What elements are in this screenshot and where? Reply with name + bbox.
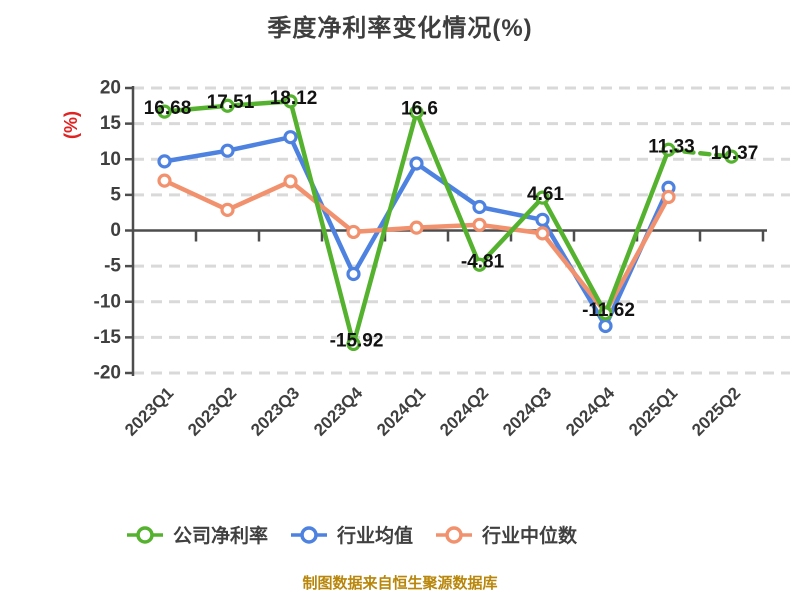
- point-company-net-margin-2024Q2[interactable]: [472, 257, 487, 272]
- legend-marker-industry-average-icon: [291, 525, 328, 544]
- point-company-net-margin-2023Q3[interactable]: [283, 94, 298, 109]
- data-source-note: 制图数据来自恒生聚源数据库: [302, 575, 498, 592]
- point-industry-average-2023Q3[interactable]: [283, 130, 298, 145]
- x-axis-label-2025Q2: 2025Q2: [688, 383, 744, 439]
- point-company-net-margin-2025Q2[interactable]: [724, 149, 739, 164]
- y-tick-label--10: -10: [94, 291, 121, 312]
- point-industry-median-2023Q2[interactable]: [220, 202, 235, 217]
- point-industry-average-2024Q2[interactable]: [472, 199, 487, 215]
- legend-label-industry-median: 行业中位数: [482, 526, 578, 547]
- legend-item-industry-median[interactable]: 行业中位数: [435, 521, 577, 548]
- point-industry-median-2023Q3[interactable]: [283, 174, 298, 189]
- legend-label-industry-average: 行业均值: [337, 526, 414, 547]
- data-label-company-net-margin-2025Q2: 10.37: [711, 143, 759, 164]
- y-tick-label--20: -20: [94, 363, 121, 384]
- point-industry-average-2023Q1[interactable]: [157, 154, 172, 169]
- point-industry-average-2024Q3[interactable]: [535, 212, 550, 227]
- x-axis-label-2023Q1: 2023Q1: [121, 383, 177, 439]
- y-tick-label-15: 15: [100, 113, 122, 134]
- point-industry-median-2023Q1[interactable]: [157, 173, 172, 188]
- x-axis-label-2023Q3: 2023Q3: [247, 383, 303, 439]
- point-industry-median-2024Q2[interactable]: [472, 217, 487, 232]
- y-tick-label-5: 5: [110, 184, 121, 205]
- data-label-company-net-margin-2024Q4: -11.62: [582, 300, 635, 321]
- point-company-net-margin-2023Q2[interactable]: [220, 98, 235, 113]
- point-industry-median-2024Q3[interactable]: [535, 226, 550, 241]
- point-industry-median-2024Q1[interactable]: [409, 220, 424, 235]
- y-tick-label--15: -15: [94, 327, 122, 348]
- data-label-company-net-margin-2023Q1: 16.68: [144, 98, 192, 119]
- data-label-company-net-margin-2023Q4: -15.92: [330, 330, 384, 351]
- series-line-company-net-margin-forecast-dashed: [666, 147, 734, 159]
- data-label-company-net-margin-2025Q1: 11.33: [648, 136, 695, 157]
- point-company-net-margin-2023Q4[interactable]: [346, 336, 361, 352]
- x-axis-label-2023Q4: 2023Q4: [310, 383, 367, 440]
- data-label-company-net-margin-2024Q2: -4.81: [461, 251, 505, 272]
- data-label-company-net-margin-2024Q3: 4.61: [527, 184, 564, 205]
- x-axis-label-2024Q2: 2024Q2: [436, 383, 492, 439]
- legend-item-industry-average[interactable]: 行业均值: [290, 521, 413, 548]
- chart-title: 季度净利率变化情况(%): [267, 15, 533, 42]
- point-company-net-margin-2025Q1[interactable]: [661, 142, 676, 157]
- point-industry-average-2023Q4[interactable]: [346, 266, 361, 282]
- point-industry-average-2024Q1[interactable]: [409, 156, 424, 171]
- data-label-company-net-margin-2023Q2: 17.51: [207, 92, 255, 113]
- legend-marker-company-icon: [127, 525, 163, 544]
- x-axis-label-2025Q1: 2025Q1: [625, 383, 681, 439]
- y-tick-label-10: 10: [100, 149, 121, 170]
- point-industry-median-2023Q4[interactable]: [346, 224, 361, 240]
- point-industry-average-2024Q4[interactable]: [598, 318, 613, 334]
- point-company-net-margin-2024Q4[interactable]: [598, 306, 613, 321]
- y-tick-label-20: 20: [100, 78, 121, 99]
- legend-label-company: 公司净利率: [173, 526, 269, 547]
- legend-item-company-net-margin[interactable]: 公司净利率: [126, 521, 268, 548]
- point-industry-median-2025Q1[interactable]: [661, 189, 676, 205]
- x-axis-label-2024Q1: 2024Q1: [373, 383, 429, 439]
- legend-marker-industry-median-icon: [436, 525, 473, 544]
- y-tick-label--5: -5: [104, 256, 121, 277]
- data-label-company-net-margin-2024Q1: 16.6: [401, 99, 438, 120]
- point-company-net-margin-2024Q1[interactable]: [409, 105, 424, 120]
- x-axis-label-2023Q2: 2023Q2: [184, 383, 240, 439]
- x-axis-label-2024Q4: 2024Q4: [562, 383, 619, 440]
- x-axis-label-2024Q3: 2024Q3: [499, 383, 555, 439]
- point-industry-average-2023Q2[interactable]: [220, 143, 235, 158]
- y-tick-label-0: 0: [110, 220, 121, 241]
- chart-legend: 公司净利率 行业均值 行业中位数: [126, 521, 577, 548]
- data-label-company-net-margin-2023Q3: 18.12: [270, 88, 318, 109]
- point-company-net-margin-2024Q3[interactable]: [535, 190, 550, 205]
- point-company-net-margin-2023Q1[interactable]: [157, 104, 172, 119]
